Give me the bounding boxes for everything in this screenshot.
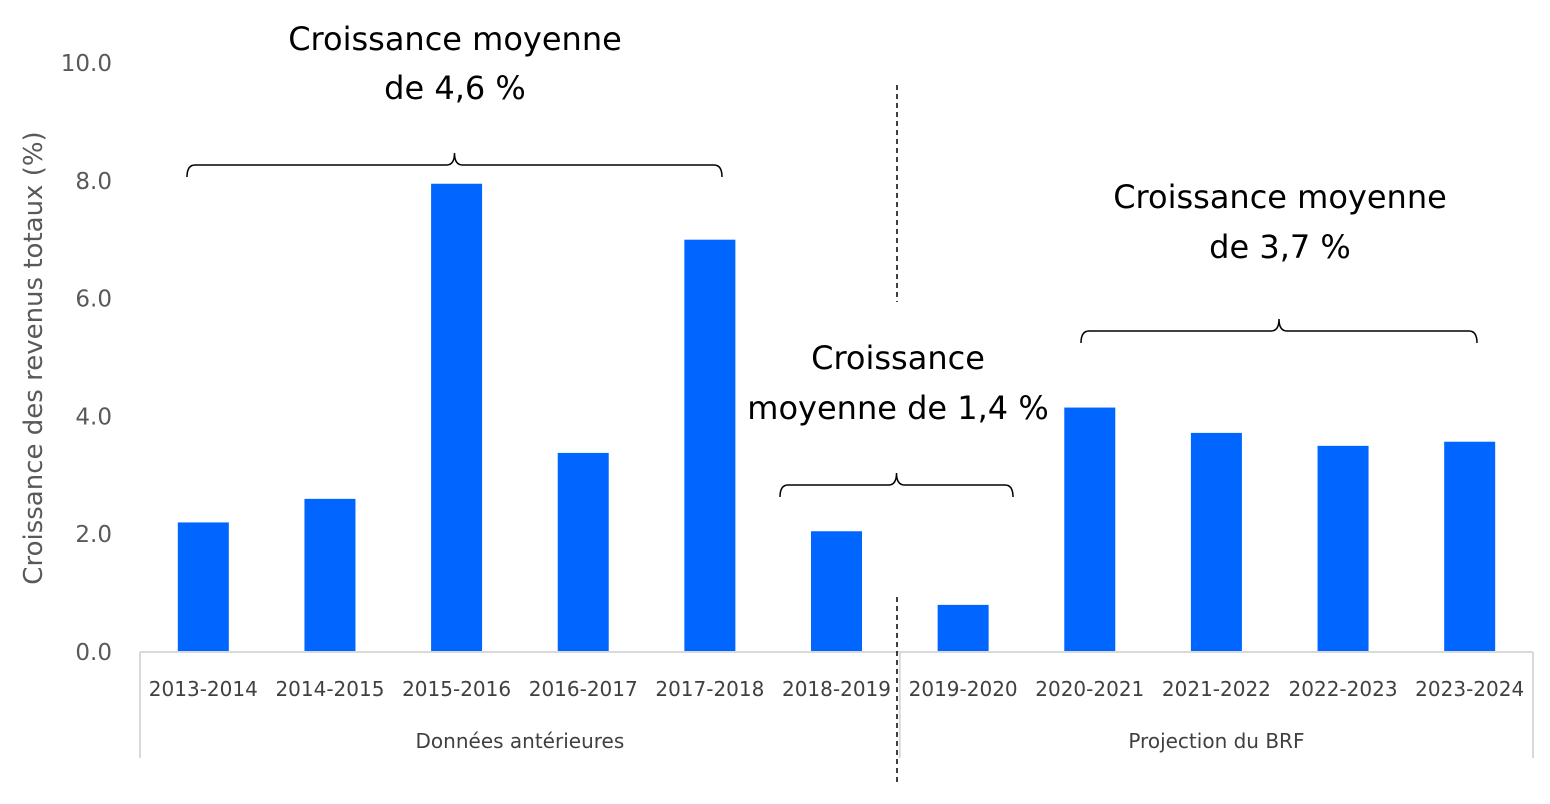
x-tick-label: 2014-2015: [275, 677, 384, 701]
y-tick-label: 10.0: [61, 51, 112, 77]
y-axis: 0.0 2.0 4.0 6.0 8.0 10.0: [61, 51, 112, 666]
bar-2015-2016: [431, 183, 483, 652]
x-tick-label: 2018-2019: [782, 677, 891, 701]
bracket: [1080, 318, 1478, 344]
x-axis: 2013-2014 2014-2015 2015-2016 2016-2017 2017…: [139, 651, 1534, 758]
x-tick-label: 2021-2022: [1162, 677, 1271, 701]
bar-2021-2022: [1190, 432, 1242, 652]
y-tick-label: 4.0: [75, 404, 112, 430]
bracket: [779, 472, 1014, 498]
group-label: Projection du BRF: [1128, 729, 1304, 753]
x-tick-label: 2016-2017: [529, 677, 638, 701]
annotation-line1: Croissance moyenne: [1113, 178, 1447, 216]
bar-2016-2017: [557, 452, 609, 652]
bracket: [186, 152, 723, 178]
x-tick-label: 2022-2023: [1289, 677, 1398, 701]
annotations: Croissance moyenne de 4,6 % Croissance moye…: [186, 20, 1478, 498]
y-axis-label: Croissance des revenus totaux (%): [19, 131, 49, 584]
bars: [177, 183, 1496, 652]
x-tick-label: 2013-2014: [149, 677, 258, 701]
x-tick-label: 2015-2016: [402, 677, 511, 701]
annotation-line1: Croissance moyenne: [288, 20, 622, 58]
annotation-line2: de 3,7 %: [1209, 228, 1351, 266]
x-tick-label: 2017-2018: [655, 677, 764, 701]
bar-2018-2019: [811, 531, 862, 652]
x-tick-label: 2020-2021: [1035, 677, 1144, 701]
y-tick-label: 2.0: [75, 522, 112, 548]
bar-2020-2021: [1064, 407, 1116, 652]
bar-2014-2015: [304, 498, 356, 652]
annotation-line1: Croissance: [811, 339, 985, 377]
y-tick-label: 0.0: [75, 640, 112, 666]
bar-2017-2018: [684, 239, 736, 652]
group-label: Données antérieures: [416, 729, 625, 753]
x-tick-label: 2023-2024: [1415, 677, 1524, 701]
y-tick-label: 8.0: [75, 169, 112, 195]
x-tick-label: 2019-2020: [909, 677, 1018, 701]
bar-2013-2014: [177, 522, 229, 652]
annotation-line2: de 4,6 %: [384, 69, 526, 107]
bar-2019-2020: [937, 604, 989, 652]
y-tick-label: 6.0: [75, 287, 112, 313]
annotation-line2: moyenne de 1,4 %: [747, 389, 1048, 427]
bar-2023-2024: [1444, 441, 1496, 652]
bar-2022-2023: [1317, 445, 1369, 652]
